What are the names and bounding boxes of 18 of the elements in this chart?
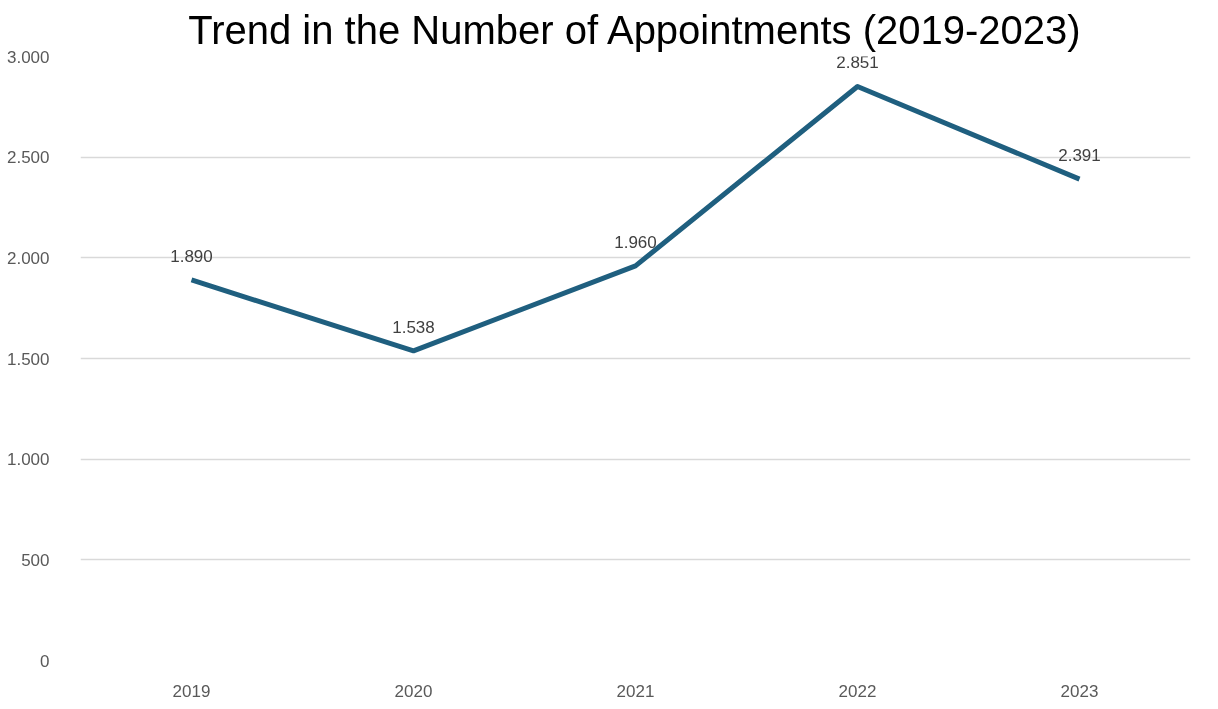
data-label: 2.851 xyxy=(836,53,879,73)
x-tick-label: 2023 xyxy=(1060,681,1099,701)
y-tick-label: 2.500 xyxy=(6,148,50,168)
y-tick-label: 0 xyxy=(40,651,50,671)
x-tick-label: 2019 xyxy=(172,681,211,701)
data-label: 1.960 xyxy=(614,232,657,252)
data-label: 1.538 xyxy=(392,317,435,337)
x-tick-label: 2020 xyxy=(394,681,433,701)
x-tick-label: 2022 xyxy=(838,681,877,701)
data-label: 1.890 xyxy=(170,246,213,266)
y-tick-label: 2.000 xyxy=(6,248,50,268)
y-tick-label: 3.000 xyxy=(6,47,50,67)
x-tick-label: 2021 xyxy=(616,681,655,701)
chart-title: Trend in the Number of Appointments (2019-2023) xyxy=(188,7,1081,52)
data-label: 2.391 xyxy=(1058,146,1101,166)
y-tick-label: 1.000 xyxy=(6,450,50,470)
y-tick-label: 500 xyxy=(21,550,50,570)
y-tick-label: 1.500 xyxy=(6,349,50,369)
